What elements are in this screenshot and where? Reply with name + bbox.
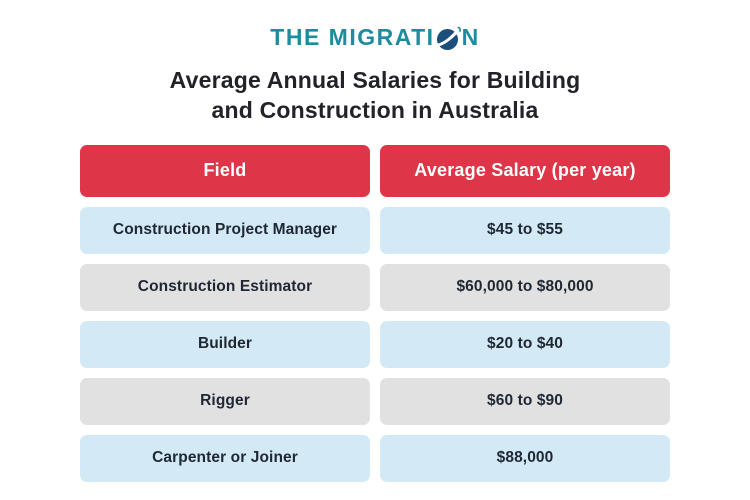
table-row: Builder $20 to $40 (80, 320, 670, 368)
salary-cell: $45 to $55 (380, 206, 670, 254)
globe-icon (436, 26, 461, 51)
table-body: Construction Project Manager $45 to $55 … (80, 206, 670, 482)
page-title: Average Annual Salaries for Building and… (0, 65, 750, 126)
table-row: Construction Estimator $60,000 to $80,00… (80, 263, 670, 311)
column-header-field: Field (80, 144, 370, 197)
title-line-1: Average Annual Salaries for Building (169, 67, 581, 93)
field-cell: Construction Project Manager (80, 206, 370, 254)
salary-cell: $20 to $40 (380, 320, 670, 368)
column-header-salary: Average Salary (per year) (380, 144, 670, 197)
title-line-2: and Construction in Australia (211, 97, 539, 124)
table-row: Rigger $60 to $90 (80, 377, 670, 425)
field-cell: Builder (80, 320, 370, 368)
field-cell: Construction Estimator (80, 263, 370, 311)
table-row: Construction Project Manager $45 to $55 (80, 206, 670, 254)
salary-cell: $60,000 to $80,000 (380, 263, 670, 311)
brand-logo: THE MIGRATI N (0, 25, 750, 50)
field-cell: Carpenter or Joiner (80, 434, 370, 482)
table-header-row: Field Average Salary (per year) (80, 144, 670, 197)
field-cell: Rigger (80, 377, 370, 425)
table-row: Carpenter or Joiner $88,000 (80, 434, 670, 482)
salary-table: Field Average Salary (per year) Construc… (80, 144, 670, 482)
salary-cell: $88,000 (380, 434, 670, 482)
logo-text-left: THE MIGRATI (270, 24, 435, 50)
salary-cell: $60 to $90 (380, 377, 670, 425)
logo-text-right: N (461, 24, 480, 50)
